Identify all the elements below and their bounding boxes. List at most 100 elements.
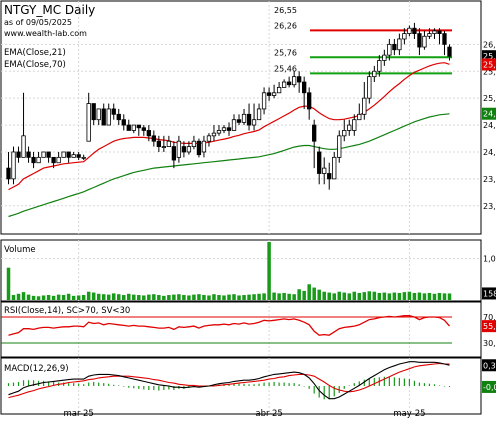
candle-body	[176, 140, 182, 158]
volume-bar	[197, 294, 201, 300]
volume-title: Volume	[4, 245, 36, 255]
macd-histogram-bar	[47, 381, 50, 386]
volume-bar	[287, 293, 291, 300]
macd-histogram-bar	[423, 383, 426, 386]
macd-histogram-bar	[173, 386, 175, 391]
macd-histogram-bar	[418, 382, 421, 386]
price-tick-label: 24,50	[483, 121, 496, 130]
candle-body	[181, 146, 187, 153]
x-axis-label: abr-25	[255, 409, 282, 419]
legend-ema70: EMA(Close,70)	[4, 60, 66, 70]
macd-histogram-bar	[403, 378, 405, 386]
candle-body	[402, 33, 407, 40]
candle-body	[332, 156, 337, 180]
candle-body	[362, 97, 367, 115]
volume-bar	[26, 294, 31, 300]
volume-bar	[182, 295, 186, 300]
volume-bar	[177, 294, 181, 300]
candle-body	[231, 119, 237, 131]
macd-histogram-bar	[313, 386, 315, 394]
macd-last-value-badge: -0,0163	[483, 383, 496, 392]
candle-body	[302, 81, 307, 94]
candle-body	[246, 113, 252, 126]
price-last-value-badge: 25,780	[483, 52, 496, 61]
candle-body	[367, 76, 372, 99]
candle-body	[357, 113, 362, 121]
volume-bar	[66, 293, 71, 300]
candle-body	[41, 151, 46, 158]
volume-tick-label: 1,00 M	[483, 255, 496, 264]
candle-body	[191, 140, 197, 147]
volume-bar	[392, 292, 397, 300]
macd-histogram-bar	[7, 383, 10, 386]
candle-body	[51, 156, 56, 164]
candle-body	[236, 119, 242, 123]
volume-bar	[382, 292, 387, 300]
candle-body	[166, 140, 172, 147]
grid-layer	[1, 1, 481, 414]
macd-histogram-bar	[263, 382, 265, 386]
candle-body	[126, 124, 131, 131]
candle-body	[271, 92, 277, 96]
volume-bar	[217, 295, 221, 300]
volume-bar	[86, 291, 91, 300]
volume-bar	[71, 295, 76, 300]
candle-body	[387, 43, 392, 56]
ema70-line	[8, 113, 450, 218]
volume-bar	[96, 293, 101, 300]
candle-body	[151, 135, 156, 142]
macd-histogram-bar	[68, 383, 70, 386]
level-label: 26,55	[274, 6, 297, 15]
candle-body	[447, 46, 452, 57]
volume-bar	[422, 293, 427, 300]
macd-histogram-bar	[123, 386, 125, 387]
candle-body	[422, 35, 427, 48]
macd-path	[8, 361, 450, 400]
volume-bar	[61, 295, 66, 300]
volume-bar	[91, 292, 96, 300]
macd-histogram-bar	[308, 386, 310, 389]
candle-body	[86, 103, 91, 142]
candle-body	[392, 43, 397, 51]
x-axis-label: mar-25	[63, 409, 93, 419]
rsi-tick-label: 70,000	[483, 313, 496, 322]
rsi-path	[8, 315, 450, 336]
candle-body	[91, 103, 96, 121]
candle-body	[266, 92, 272, 96]
volume-bar	[377, 292, 382, 300]
rsi-layer	[1, 315, 452, 344]
volume-bar	[56, 294, 61, 300]
macd-histogram-bar	[268, 382, 270, 386]
macd-histogram-bar	[163, 386, 165, 391]
candle-body	[171, 146, 177, 161]
candle-body	[261, 92, 267, 110]
macd-histogram-bar	[88, 382, 90, 386]
volume-bar	[207, 295, 211, 300]
macd-histogram-bar	[138, 386, 140, 389]
volume-bar	[337, 291, 342, 300]
candle-body	[427, 33, 432, 37]
candle-body	[111, 108, 116, 115]
candle-body	[417, 33, 422, 48]
volume-bar	[297, 289, 301, 300]
macd-histogram-bar	[258, 383, 260, 386]
candle-body	[11, 151, 16, 180]
volume-bar	[437, 292, 442, 300]
volume-last-value-badge: 158.028	[483, 289, 496, 298]
macd-histogram-bar	[108, 383, 110, 386]
macd-histogram-bar	[438, 385, 441, 386]
candle-body	[412, 27, 417, 34]
volume-bar	[152, 294, 156, 300]
macd-histogram-bar	[283, 382, 285, 386]
level-label: 26,26	[274, 21, 297, 30]
macd-histogram-bar	[323, 386, 325, 400]
macd-histogram-bar	[27, 380, 30, 386]
volume-bar	[41, 295, 46, 300]
price-last-value-badge-bg	[482, 107, 496, 120]
candle-body	[241, 113, 247, 123]
candle-body	[221, 127, 227, 131]
candle-body	[312, 124, 317, 142]
macd-histogram-bar	[388, 376, 390, 386]
macd-histogram-bar	[253, 384, 255, 386]
macd-histogram-bar	[348, 385, 350, 386]
